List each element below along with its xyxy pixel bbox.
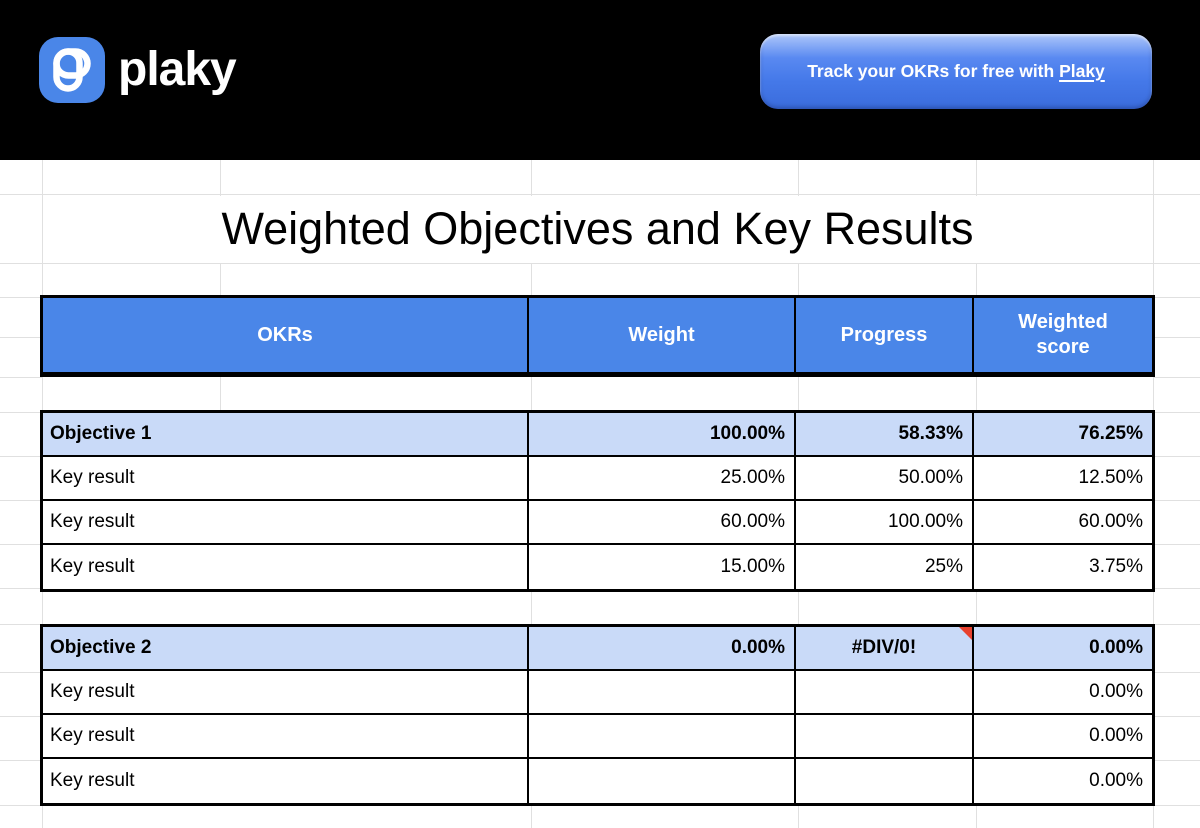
key-result-weighted-score-cell[interactable]: 3.75%: [974, 545, 1152, 589]
key-result-label-cell[interactable]: Key result: [43, 671, 529, 715]
gridline: [1153, 456, 1200, 457]
gridline: [798, 590, 799, 626]
gridline: [1153, 544, 1200, 545]
gridline: [1153, 412, 1200, 413]
key-result-weighted-score-cell[interactable]: 60.00%: [974, 501, 1152, 545]
column-header-progress-label: Progress: [840, 323, 928, 346]
gridline: [220, 263, 221, 297]
key-result-weight-cell[interactable]: [529, 671, 796, 715]
key-result-weighted-score-cell[interactable]: 0.00%: [974, 759, 1152, 803]
gridline: [1153, 805, 1200, 806]
gridline: [220, 160, 221, 196]
key-result-weight-cell[interactable]: 15.00%: [529, 545, 796, 589]
cta-plaky-link[interactable]: Plaky: [1059, 61, 1105, 81]
objective-1-progress-cell[interactable]: 58.33%: [796, 413, 974, 457]
cta-button[interactable]: Track your OKRs for free with Plaky: [760, 34, 1152, 109]
gridline: [1153, 588, 1200, 589]
gridline: [531, 263, 532, 297]
gridline: [1153, 377, 1200, 378]
gridline: [1153, 716, 1200, 717]
key-result-weighted-score-cell[interactable]: 0.00%: [974, 715, 1152, 759]
key-result-weight-cell[interactable]: [529, 715, 796, 759]
gridline: [0, 544, 42, 545]
gridline: [1153, 672, 1200, 673]
plaky-wordmark: plaky: [118, 43, 237, 96]
gridline: [0, 672, 42, 673]
gridline: [798, 377, 799, 412]
gridline: [798, 263, 799, 297]
key-result-progress-cell[interactable]: [796, 671, 974, 715]
gridline: [531, 804, 532, 828]
plaky-brand: plaky: [39, 37, 237, 103]
key-result-progress-cell[interactable]: 100.00%: [796, 501, 974, 545]
plaky-logo-icon: [39, 37, 105, 103]
gridline: [976, 160, 977, 196]
gridline: [0, 412, 42, 413]
key-result-label-cell[interactable]: Key result: [43, 715, 529, 759]
key-result-progress-cell[interactable]: [796, 715, 974, 759]
objective-1-block: Objective 1 100.00% 58.33% 76.25% Key re…: [40, 410, 1155, 592]
key-result-progress-cell[interactable]: 50.00%: [796, 457, 974, 501]
gridline: [1153, 500, 1200, 501]
objective-2-weighted-score-cell[interactable]: 0.00%: [974, 627, 1152, 671]
key-result-label-cell[interactable]: Key result: [43, 457, 529, 501]
gridline: [0, 337, 42, 338]
key-result-label-cell[interactable]: Key result: [43, 545, 529, 589]
objective-2-block: Objective 2 0.00% #DIV/0! 0.00% Key resu…: [40, 624, 1155, 806]
top-banner: plaky Track your OKRs for free with Plak…: [0, 0, 1200, 160]
gridline: [976, 377, 977, 412]
key-result-progress-cell[interactable]: [796, 759, 974, 803]
key-result-progress-cell[interactable]: 25%: [796, 545, 974, 589]
key-result-weighted-score-cell[interactable]: 12.50%: [974, 457, 1152, 501]
objective-2-label-cell[interactable]: Objective 2: [43, 627, 529, 671]
gridline: [0, 805, 42, 806]
key-result-weight-cell[interactable]: 60.00%: [529, 501, 796, 545]
sheet-title-cell[interactable]: Weighted Objectives and Key Results: [221, 202, 974, 254]
column-header-weighted-score-label: Weighted score: [1018, 311, 1108, 358]
gridline: [0, 760, 42, 761]
gridline: [0, 588, 42, 589]
gridline: [0, 263, 1200, 264]
gridline: [531, 377, 532, 412]
objective-1-label-cell[interactable]: Objective 1: [43, 413, 529, 457]
gridline: [0, 377, 42, 378]
div-error-value: #DIV/0!: [851, 637, 917, 658]
gridline: [1153, 760, 1200, 761]
column-header-okrs-label: OKRs: [257, 323, 313, 346]
column-header-weight[interactable]: Weight: [529, 298, 796, 374]
objective-2-progress-cell[interactable]: #DIV/0!: [796, 627, 974, 671]
column-header-okrs[interactable]: OKRs: [43, 298, 529, 374]
objective-2-weight-cell[interactable]: 0.00%: [529, 627, 796, 671]
gridline: [0, 500, 42, 501]
gridline: [220, 377, 221, 412]
gridline: [976, 804, 977, 828]
gridline: [976, 263, 977, 297]
key-result-label-cell[interactable]: Key result: [43, 759, 529, 803]
gridline: [0, 456, 42, 457]
key-result-label-cell[interactable]: Key result: [43, 501, 529, 545]
gridline: [798, 160, 799, 196]
gridline: [531, 590, 532, 626]
gridline: [531, 160, 532, 196]
column-header-weight-label: Weight: [628, 323, 695, 346]
spreadsheet: Weighted Objectives and Key Results OKRs…: [0, 160, 1200, 828]
gridline: [0, 716, 42, 717]
gridline: [976, 590, 977, 626]
column-header-progress[interactable]: Progress: [796, 298, 974, 374]
gridline: [798, 804, 799, 828]
cta-button-label: Track your OKRs for free with: [807, 61, 1060, 81]
objective-1-weighted-score-cell[interactable]: 76.25%: [974, 413, 1152, 457]
key-result-weight-cell[interactable]: [529, 759, 796, 803]
table-header-row: OKRs Weight Progress Weighted score: [40, 295, 1155, 377]
key-result-weighted-score-cell[interactable]: 0.00%: [974, 671, 1152, 715]
key-result-weight-cell[interactable]: 25.00%: [529, 457, 796, 501]
column-header-weighted-score[interactable]: Weighted score: [974, 298, 1152, 374]
error-corner-marker-icon: [959, 627, 972, 640]
objective-1-weight-cell[interactable]: 100.00%: [529, 413, 796, 457]
gridline: [1153, 337, 1200, 338]
gridline: [0, 194, 1200, 195]
